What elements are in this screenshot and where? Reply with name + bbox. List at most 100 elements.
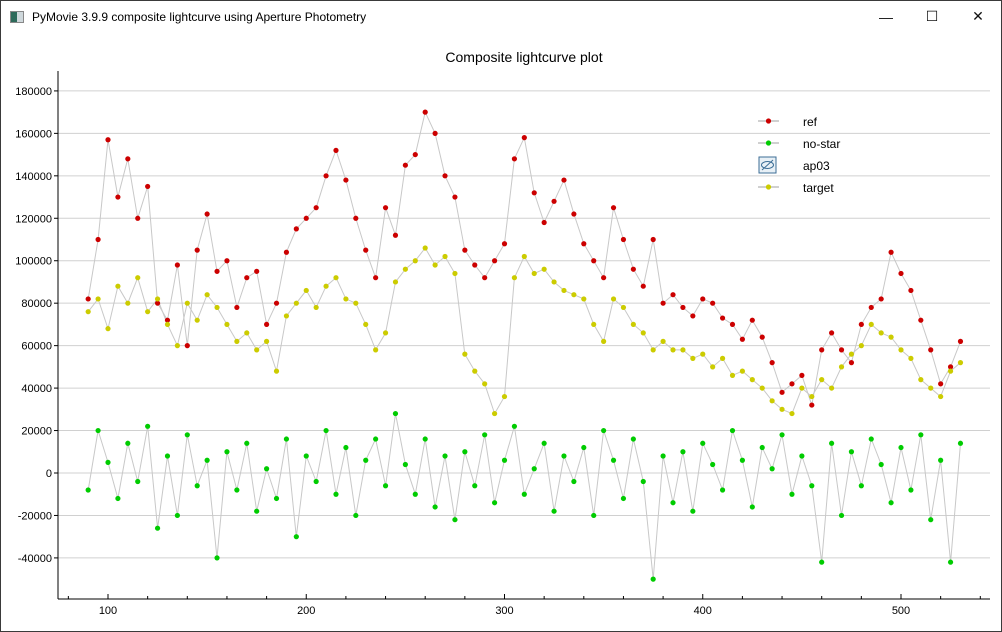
data-point-no-star: [501, 457, 508, 463]
data-point-ref: [769, 360, 775, 366]
data-point-ref: [571, 211, 577, 217]
data-point-no-star: [779, 432, 785, 438]
data-point-no-star: [392, 410, 399, 417]
data-point-target: [729, 372, 736, 378]
data-point-ref: [630, 266, 636, 272]
data-point-no-star: [829, 440, 835, 446]
data-point-no-star: [482, 432, 488, 438]
data-point-no-star: [947, 559, 954, 565]
data-point-ref: [789, 381, 795, 387]
data-point-target: [303, 287, 309, 294]
data-point-ref: [313, 205, 319, 211]
data-point-target: [561, 287, 567, 294]
data-point-target: [125, 300, 131, 306]
data-point-target: [928, 385, 934, 391]
data-point-target: [809, 393, 815, 400]
data-point-target: [749, 377, 755, 383]
data-point-target: [848, 351, 855, 357]
data-point-no-star: [273, 495, 280, 502]
data-point-ref: [154, 300, 161, 306]
data-point-target: [908, 355, 914, 361]
data-point-ref: [660, 300, 666, 306]
data-point-ref: [452, 194, 458, 200]
data-point-target: [541, 266, 547, 272]
data-point-target: [769, 398, 775, 404]
data-point-no-star: [898, 444, 904, 451]
data-point-no-star: [591, 512, 597, 519]
data-point-target: [154, 296, 161, 302]
data-point-target: [244, 330, 250, 336]
data-point-target: [115, 283, 121, 289]
data-point-target: [452, 270, 458, 277]
data-point-no-star: [670, 500, 676, 506]
legend-item-no-star[interactable]: no-star: [758, 137, 840, 151]
data-point-target: [313, 304, 319, 311]
y-tick-label: 180000: [15, 86, 52, 98]
data-point-target: [254, 347, 260, 353]
legend-item-ref[interactable]: ref: [758, 115, 818, 129]
data-point-no-star: [442, 453, 448, 459]
data-point-ref: [224, 258, 230, 264]
data-point-target: [630, 321, 636, 328]
data-point-no-star: [957, 440, 964, 446]
data-point-ref: [719, 315, 726, 321]
data-point-no-star: [938, 457, 944, 463]
data-point-no-star: [769, 466, 775, 472]
legend-item-ap03[interactable]: ap03: [758, 156, 830, 174]
y-tick-label: 100000: [15, 256, 52, 268]
y-tick-label: 0: [46, 468, 52, 480]
data-point-ref: [382, 205, 389, 211]
data-point-ref: [115, 194, 121, 200]
data-point-ref: [947, 364, 954, 370]
data-point-ref: [293, 226, 299, 232]
data-point-no-star: [194, 483, 200, 489]
data-point-ref: [343, 177, 349, 183]
data-point-ref: [244, 275, 250, 281]
data-point-target: [194, 317, 200, 323]
data-point-target: [382, 330, 389, 336]
x-tick-label: 100: [99, 605, 117, 617]
y-tick-label: -20000: [18, 510, 52, 522]
data-point-ref: [908, 287, 914, 294]
data-point-ref: [739, 336, 746, 342]
data-point-no-star: [630, 436, 636, 442]
data-point-target: [868, 321, 874, 328]
data-point-no-star: [729, 427, 736, 434]
data-point-target: [491, 410, 498, 417]
data-point-target: [700, 351, 706, 357]
close-button[interactable]: ✕: [972, 8, 984, 24]
data-point-ref: [501, 241, 508, 247]
data-point-ref: [254, 268, 260, 274]
y-tick-label: 140000: [15, 171, 52, 183]
data-point-target: [660, 338, 666, 344]
minimize-button[interactable]: —: [879, 8, 893, 25]
data-point-no-star: [363, 457, 369, 463]
chart-title: Composite lightcurve plot: [445, 49, 602, 65]
legend-label: no-star: [803, 137, 840, 151]
data-point-target: [739, 368, 746, 374]
legend-item-target[interactable]: target: [758, 181, 834, 195]
data-point-ref: [779, 389, 785, 395]
y-tick-label: 120000: [15, 213, 52, 225]
data-point-ref: [918, 317, 924, 323]
data-point-no-star: [601, 427, 607, 434]
data-point-ref: [531, 190, 537, 196]
y-tick-label: 160000: [15, 128, 52, 140]
data-point-ref: [640, 283, 646, 289]
data-point-no-star: [224, 449, 230, 455]
data-point-no-star: [620, 495, 627, 502]
data-point-ref: [601, 275, 607, 281]
data-point-no-star: [135, 478, 141, 485]
data-point-ref: [432, 130, 438, 136]
data-point-no-star: [858, 483, 864, 489]
eye-icon: [761, 161, 774, 169]
maximize-button[interactable]: ☐: [925, 8, 939, 24]
data-point-ref: [690, 313, 696, 319]
data-point-ref: [353, 215, 359, 221]
data-point-target: [135, 275, 141, 281]
data-point-no-star: [145, 423, 151, 429]
data-point-target: [224, 321, 230, 328]
data-point-ref: [323, 173, 329, 179]
data-point-target: [402, 266, 408, 272]
